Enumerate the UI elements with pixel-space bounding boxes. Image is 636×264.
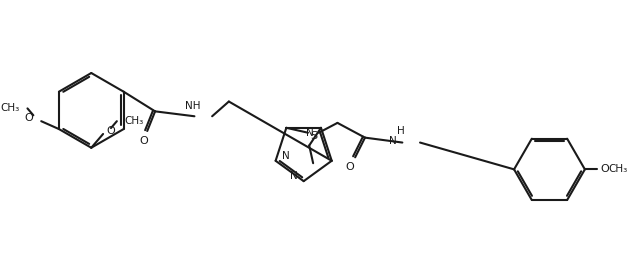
- Text: NH: NH: [184, 101, 200, 111]
- Text: N: N: [307, 128, 314, 138]
- Text: O: O: [107, 126, 115, 136]
- Text: O: O: [25, 113, 33, 123]
- Text: CH₃: CH₃: [125, 116, 144, 126]
- Text: O: O: [139, 136, 148, 146]
- Text: CH₃: CH₃: [609, 164, 628, 174]
- Text: O: O: [600, 164, 609, 174]
- Text: S: S: [310, 131, 317, 141]
- Text: O: O: [346, 162, 355, 172]
- Text: H: H: [396, 126, 404, 136]
- Text: N: N: [389, 136, 396, 145]
- Text: CH₃: CH₃: [1, 103, 20, 114]
- Text: N: N: [282, 151, 290, 161]
- Text: N: N: [290, 171, 298, 181]
